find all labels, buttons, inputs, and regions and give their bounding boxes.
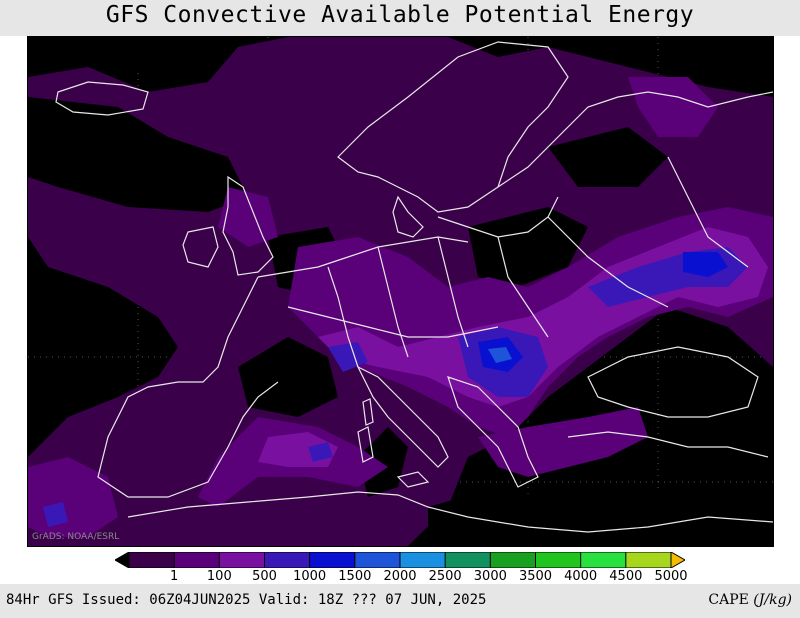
footer-bar: 84Hr GFS Issued: 06Z04JUN2025 Valid: 18Z… bbox=[0, 584, 800, 618]
colorbar-svg bbox=[113, 551, 687, 569]
colorbar-swatch bbox=[670, 551, 687, 569]
colorbar-swatch bbox=[399, 551, 447, 569]
colorbar-tick-label: 1500 bbox=[338, 569, 372, 584]
colorbar-tick-label: 2000 bbox=[383, 569, 417, 584]
colorbar-tick-label: 1 bbox=[170, 569, 179, 584]
units-value: (J/kg) bbox=[753, 592, 792, 608]
colorbar-swatch bbox=[444, 551, 492, 569]
issued-valid-text: 84Hr GFS Issued: 06Z04JUN2025 Valid: 18Z… bbox=[6, 592, 487, 608]
coastlines bbox=[55, 41, 773, 533]
colorbar-swatch bbox=[113, 551, 130, 569]
colorbar-swatch bbox=[218, 551, 266, 569]
cape-colorbar bbox=[113, 551, 687, 569]
colorbar-tick-label: 5000 bbox=[654, 569, 688, 584]
colorbar-tick-label: 500 bbox=[252, 569, 277, 584]
colorbar-swatch bbox=[173, 551, 221, 569]
cape-map bbox=[28, 37, 773, 546]
map-panel: GrADS: NOAA/ESRL bbox=[27, 36, 774, 547]
units-label: CAPE (J/kg) bbox=[708, 592, 792, 608]
colorbar-tick-label: 3000 bbox=[473, 569, 507, 584]
colorbar-tick-label: 2500 bbox=[428, 569, 462, 584]
title-bar: GFS Convective Available Potential Energ… bbox=[0, 0, 800, 36]
colorbar-tick-label: 100 bbox=[206, 569, 232, 584]
colorbar-swatch bbox=[264, 551, 311, 569]
colorbar-tick-label: 3500 bbox=[518, 569, 553, 584]
grads-watermark: GrADS: NOAA/ESRL bbox=[32, 532, 120, 542]
colorbar-tick-label: 1000 bbox=[293, 569, 327, 584]
colorbar-tick-label: 4500 bbox=[609, 569, 643, 584]
cape-black-holes bbox=[28, 37, 773, 546]
colorbar-swatch bbox=[354, 551, 401, 569]
colorbar-tick-label: 4000 bbox=[564, 569, 598, 584]
colorbar-swatch bbox=[535, 551, 582, 569]
colorbar-swatch bbox=[580, 551, 627, 569]
units-variable: CAPE bbox=[708, 592, 754, 608]
map-title: GFS Convective Available Potential Energ… bbox=[105, 2, 695, 28]
colorbar-swatch bbox=[128, 551, 176, 569]
colorbar-swatch bbox=[489, 551, 537, 569]
colorbar-swatch bbox=[309, 551, 356, 569]
colorbar-swatch bbox=[625, 551, 673, 569]
cape-band-2000-2500 bbox=[488, 347, 512, 363]
